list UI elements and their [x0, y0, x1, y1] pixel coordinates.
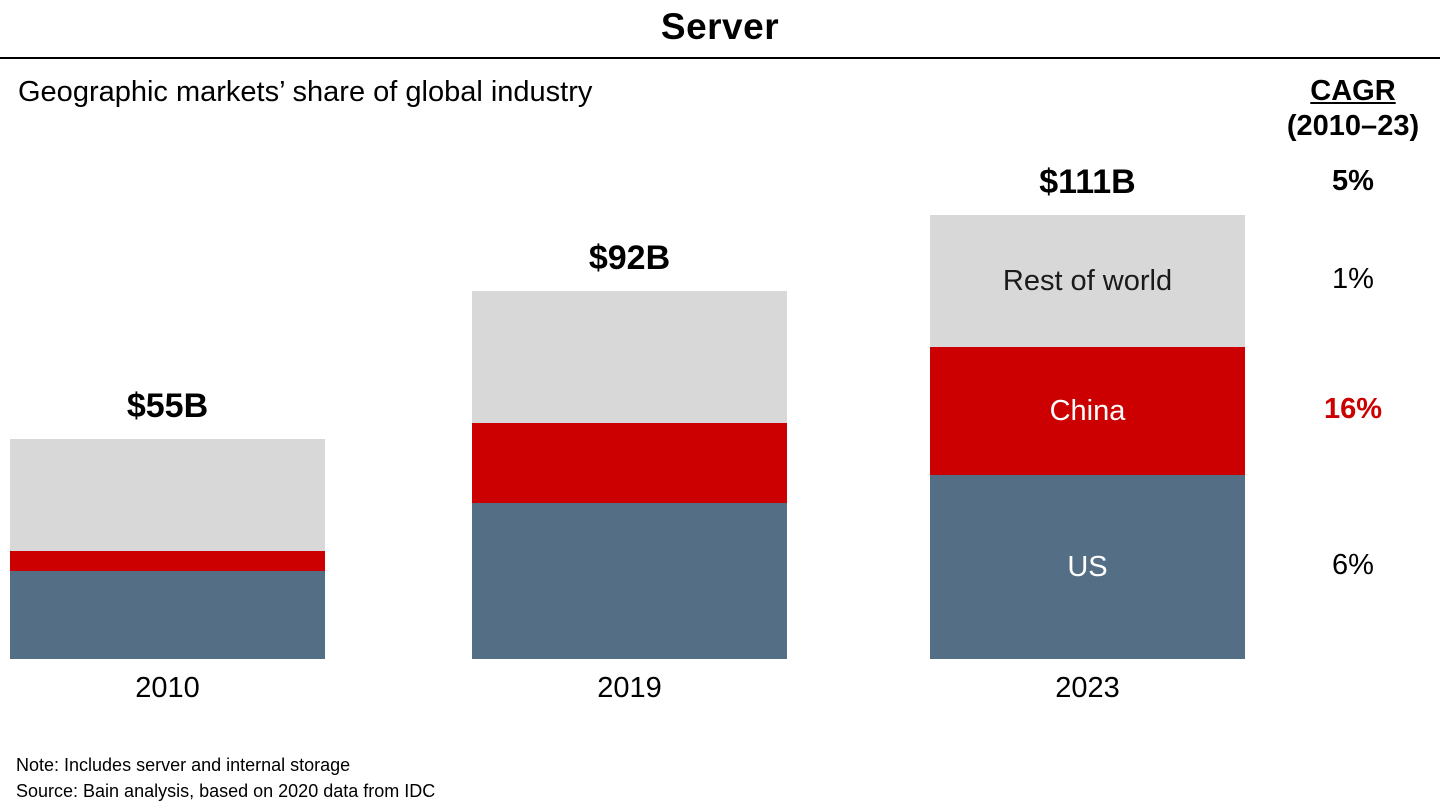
bar-segment-china-2010	[10, 551, 325, 571]
cagr-header-period: (2010–23)	[1286, 110, 1420, 142]
bar-segment-rest-of-world-2010	[10, 439, 325, 551]
bar-segment-us-2023: US	[930, 475, 1245, 659]
x-axis-label-2023: 2023	[1055, 672, 1120, 704]
bar-total-label-2023: $111B	[1039, 163, 1136, 201]
bar-total-label-2010: $55B	[126, 387, 209, 425]
segment-label-rest-of-world: Rest of world	[1002, 264, 1173, 297]
note-line: Note: Includes server and internal stora…	[16, 755, 351, 775]
title-divider	[0, 57, 1440, 59]
source-line: Source: Bain analysis, based on 2020 dat…	[16, 781, 436, 801]
bar-segment-china-2023: China	[930, 347, 1245, 475]
cagr-china: 16%	[1323, 393, 1383, 425]
footnotes: Note: Includes server and internal stora…	[16, 752, 435, 804]
segment-label-us: US	[1067, 550, 1108, 583]
cagr-header-title: CAGR	[1310, 75, 1396, 107]
segment-label-china: China	[1049, 394, 1126, 427]
x-axis-label-2019: 2019	[597, 672, 662, 704]
cagr-rest-of-world: 1%	[1332, 263, 1374, 295]
bar-total-label-2019: $92B	[588, 239, 671, 277]
x-axis-label-2010: 2010	[135, 672, 200, 704]
page-title: Server	[660, 6, 780, 47]
bar-segment-rest-of-world-2023: Rest of world	[930, 215, 1245, 347]
bar-segment-us-2019	[472, 503, 787, 659]
bar-segment-china-2019	[472, 423, 787, 503]
cagr-column-header: CAGR (2010–23)	[1266, 74, 1440, 144]
chart-subtitle: Geographic markets’ share of global indu…	[18, 76, 593, 108]
cagr-us: 6%	[1332, 549, 1374, 581]
cagr-total: 5%	[1332, 165, 1374, 197]
bar-segment-us-2010	[10, 571, 325, 659]
bar-segment-rest-of-world-2019	[472, 291, 787, 423]
